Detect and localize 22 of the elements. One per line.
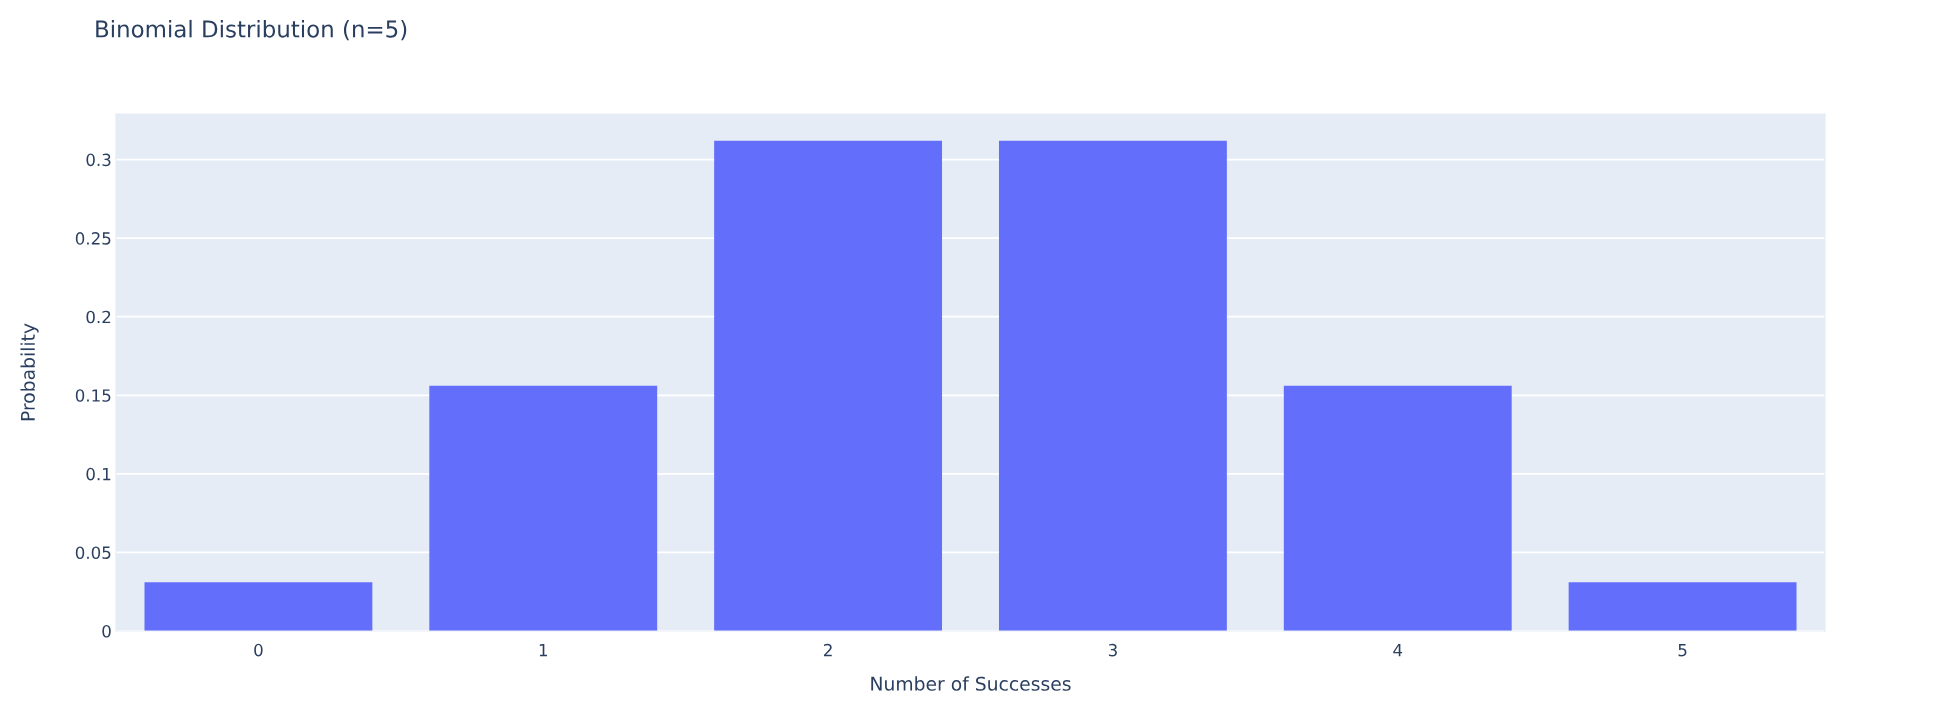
x-tick-label: 2 [824, 643, 832, 657]
bar [144, 582, 373, 631]
x-tick-label: 4 [1393, 644, 1403, 657]
y-tick-label: 0.2 [86, 310, 111, 324]
y-tick-label: 0.1 [86, 467, 111, 481]
y-axis-title: Probability [20, 323, 39, 421]
y-tick-label: 0.05 [75, 546, 111, 559]
bar [1568, 582, 1797, 631]
bar [714, 140, 943, 631]
x-axis-title: Number of Successes [871, 676, 1071, 691]
x-tick-label: 0 [254, 643, 263, 657]
bar [1283, 385, 1512, 631]
y-tick-label: 0 [102, 624, 111, 638]
y-tick-label: 0.15 [75, 389, 111, 402]
x-tick-label: 1 [539, 644, 548, 657]
y-tick-label: 0.25 [75, 232, 111, 245]
bar [998, 140, 1227, 631]
x-tick-label: 3 [1108, 643, 1117, 657]
bar [429, 385, 658, 631]
y-tick-label: 0.3 [86, 153, 111, 167]
chart-title: Binomial Distribution (n=5) [96, 19, 407, 41]
x-tick-label: 5 [1678, 644, 1687, 657]
